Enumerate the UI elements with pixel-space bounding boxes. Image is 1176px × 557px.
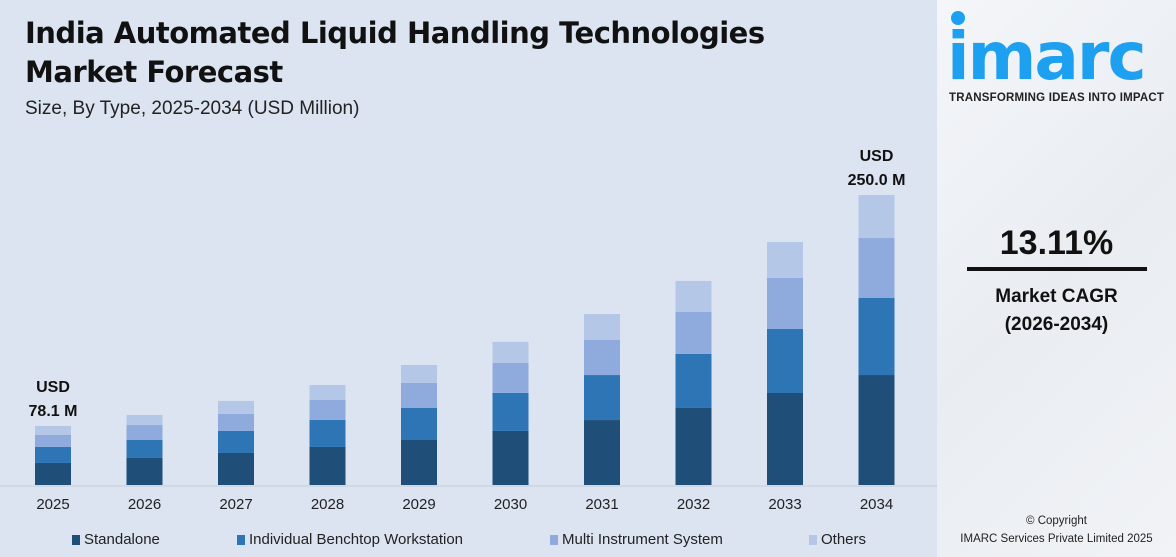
legend-swatch <box>550 534 558 545</box>
x-tick-label-2030: 2030 <box>494 496 527 513</box>
bar-segment-standalone-2027 <box>218 452 254 485</box>
bar-segment-others-2030 <box>492 341 529 363</box>
bar-segment-standalone-2026 <box>126 457 163 485</box>
bar-segment-individual-benchtop-workstation-2025 <box>35 446 71 463</box>
cagr-value: 13.11% <box>999 224 1114 262</box>
value-label-2034: 250.0 M <box>848 172 906 189</box>
bar-segment-multi-instrument-system-2032 <box>675 311 712 354</box>
cagr-period: (2026-2034) <box>1004 314 1109 335</box>
bar-segment-multi-instrument-system-2027 <box>218 413 254 431</box>
legend-item-others: Others <box>809 531 866 548</box>
bar-segment-others-2027 <box>218 400 254 414</box>
bar-segment-others-2028 <box>309 385 346 400</box>
bar-segment-multi-instrument-system-2033 <box>767 277 803 329</box>
bar-segment-multi-instrument-system-2030 <box>492 362 529 393</box>
x-tick-label-2027: 2027 <box>219 496 252 513</box>
bar-segment-individual-benchtop-workstation-2030 <box>492 392 529 431</box>
bar-segment-standalone-2025 <box>35 462 71 485</box>
cagr-label: Market CAGR <box>995 286 1118 307</box>
bar-segment-individual-benchtop-workstation-2034 <box>858 298 895 376</box>
x-tick-label-2026: 2026 <box>128 496 161 513</box>
bar-segment-individual-benchtop-workstation-2028 <box>309 419 346 447</box>
legend-swatch <box>237 534 245 545</box>
value-label-2025: 78.1 M <box>29 403 78 420</box>
bar-segment-individual-benchtop-workstation-2027 <box>218 430 254 453</box>
bar-segment-individual-benchtop-workstation-2032 <box>675 353 712 408</box>
legend-item-standalone: Standalone <box>72 531 160 548</box>
bar-segment-standalone-2034 <box>858 375 895 485</box>
bar-segment-others-2025 <box>35 425 71 436</box>
bar-segment-individual-benchtop-workstation-2026 <box>126 439 163 458</box>
bar-segment-multi-instrument-system-2029 <box>401 382 437 408</box>
legend-swatch <box>809 534 817 545</box>
bar-segment-others-2031 <box>584 314 620 340</box>
chart-panel: India Automated Liquid Handling Technolo… <box>0 14 937 548</box>
legend-label: Others <box>821 531 867 548</box>
bar-segment-standalone-2032 <box>675 407 712 485</box>
bar-segment-multi-instrument-system-2031 <box>584 340 620 376</box>
bar-segment-multi-instrument-system-2034 <box>858 238 895 299</box>
bar-segment-individual-benchtop-workstation-2031 <box>584 375 620 421</box>
legend-label: Individual Benchtop Workstation <box>249 531 464 548</box>
bar-segment-standalone-2028 <box>309 446 346 485</box>
x-tick-label-2033: 2033 <box>768 496 801 513</box>
bar-segment-multi-instrument-system-2026 <box>126 425 163 440</box>
cagr-divider <box>967 267 1147 271</box>
title-line-2: Market Forecast <box>25 55 283 89</box>
x-tick-label-2034: 2034 <box>860 496 893 513</box>
bar-segment-standalone-2033 <box>767 393 803 485</box>
x-tick-label-2025: 2025 <box>36 496 69 513</box>
logo-dot <box>951 11 965 25</box>
bar-segment-standalone-2030 <box>492 430 529 485</box>
x-tick-label-2031: 2031 <box>585 496 618 513</box>
legend-swatch <box>72 534 80 545</box>
copyright: © Copyright <box>1026 515 1087 527</box>
bar-segment-others-2032 <box>675 280 712 312</box>
value-label-unit-2034: USD <box>860 148 894 165</box>
x-tick-label-2029: 2029 <box>402 496 435 513</box>
bar-segment-others-2026 <box>126 415 163 426</box>
bar-segment-others-2029 <box>401 364 437 383</box>
chart-subtitle: Size, By Type, 2025-2034 (USD Million) <box>25 98 360 119</box>
x-tick-label-2032: 2032 <box>677 496 710 513</box>
tagline: TRANSFORMING IDEAS INTO IMPACT <box>949 92 1165 104</box>
bar-segment-multi-instrument-system-2025 <box>35 435 71 447</box>
brand-panel: imarc TRANSFORMING IDEAS INTO IMPACT 13.… <box>937 0 1176 557</box>
value-label-unit-2025: USD <box>36 379 70 396</box>
chart-title: India Automated Liquid Handling Technolo… <box>25 14 765 92</box>
bar-segment-individual-benchtop-workstation-2033 <box>767 328 803 394</box>
legend-label: Standalone <box>84 531 160 548</box>
bar-segment-individual-benchtop-workstation-2029 <box>401 407 437 440</box>
bar-segment-others-2033 <box>767 241 803 278</box>
bar-segment-others-2034 <box>858 195 895 239</box>
bar-segment-multi-instrument-system-2028 <box>309 399 346 420</box>
title-line-1: India Automated Liquid Handling Technolo… <box>25 16 765 50</box>
legend-item-multi-instrument-system: Multi Instrument System <box>550 531 723 548</box>
copyright-company: IMARC Services Private Limited 2025 <box>960 533 1153 545</box>
stacked-bar-chart: 2025 2026 2027 2028 2029 2030 2031 2032 2033 2034… <box>0 148 937 513</box>
legend-label: Multi Instrument System <box>562 531 723 548</box>
legend-item-individual-benchtop-workstation: Individual Benchtop Workstation <box>237 531 463 548</box>
bar-segment-standalone-2029 <box>401 439 437 485</box>
imarc-logo: imarc <box>947 18 1147 95</box>
bar-segment-standalone-2031 <box>584 420 620 485</box>
x-tick-label-2028: 2028 <box>311 496 344 513</box>
